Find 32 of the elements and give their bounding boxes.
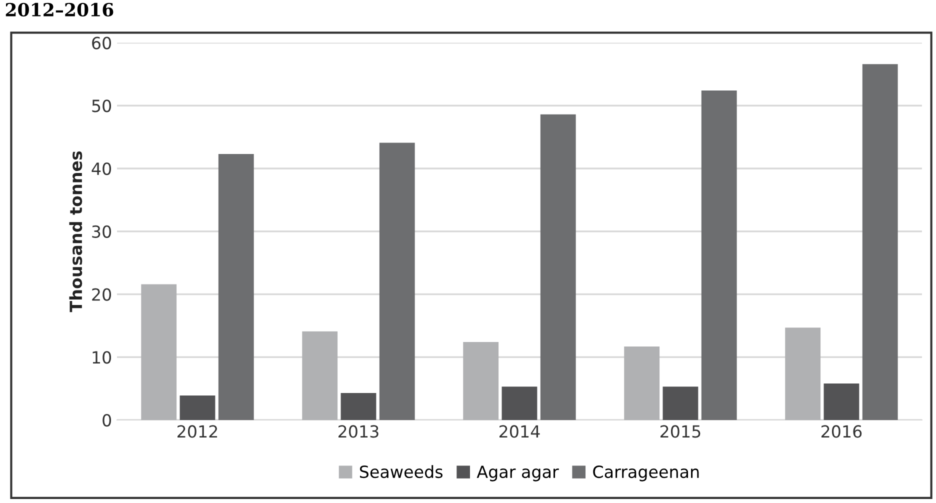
x-tick-label: 2013 bbox=[338, 425, 378, 438]
chart-title: 2012–2016 bbox=[6, 2, 114, 16]
bar bbox=[701, 90, 737, 420]
y-tick-label: 40 bbox=[92, 162, 112, 176]
bar bbox=[540, 114, 576, 420]
legend-label: Carrageenan bbox=[593, 465, 699, 482]
bar bbox=[180, 395, 216, 420]
x-tick-label: 2016 bbox=[821, 425, 862, 438]
bar bbox=[379, 142, 415, 420]
y-tick-label: 50 bbox=[92, 100, 112, 112]
bar bbox=[624, 346, 660, 420]
bar bbox=[302, 331, 338, 420]
bar bbox=[862, 64, 898, 420]
bar bbox=[340, 392, 376, 420]
bar bbox=[218, 154, 254, 420]
y-tick-label: 10 bbox=[92, 351, 112, 364]
bar bbox=[662, 386, 698, 420]
legend-label: Agar agar bbox=[476, 466, 559, 482]
legend-label: Seaweeds bbox=[360, 465, 442, 478]
y-tick-label: 0 bbox=[102, 414, 112, 427]
x-tick-label: 2012 bbox=[178, 425, 218, 438]
y-axis-title: Thousand tonnes bbox=[69, 151, 82, 312]
bar bbox=[463, 342, 499, 420]
x-tick-label: 2014 bbox=[499, 425, 540, 438]
y-tick-label: 30 bbox=[92, 225, 112, 238]
x-tick-label: 2015 bbox=[660, 425, 700, 438]
bar bbox=[824, 384, 860, 420]
y-tick-label: 60 bbox=[92, 36, 112, 50]
bar bbox=[141, 284, 177, 420]
y-tick-label: 20 bbox=[92, 288, 112, 301]
bar bbox=[502, 386, 538, 420]
bar bbox=[785, 328, 821, 420]
